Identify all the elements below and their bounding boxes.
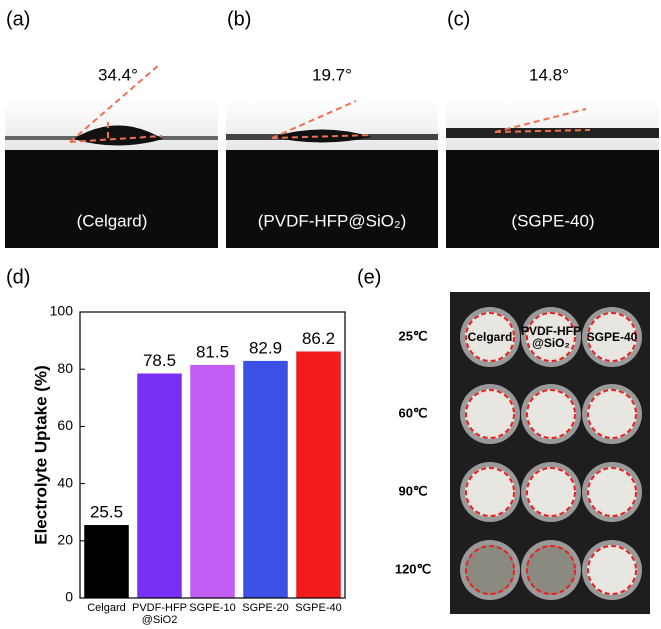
- value-label: 78.5: [143, 351, 176, 370]
- bar: [137, 373, 182, 598]
- sample-outline: [526, 312, 576, 362]
- temperature-label: 120℃: [395, 561, 431, 576]
- temperature-label: 90℃: [398, 483, 427, 498]
- sample-outline: [465, 545, 515, 595]
- y-tick-label: 100: [50, 303, 74, 319]
- x-tick-label: SGPE-20: [242, 602, 289, 614]
- film: [446, 128, 659, 138]
- membrane: [587, 467, 637, 517]
- contact-angle-image: [226, 100, 438, 248]
- sample-label: PVDF-HFP @SiO₂: [521, 324, 581, 350]
- plot-frame: [79, 311, 346, 599]
- y-tick-label: 60: [57, 417, 73, 433]
- value-label: 86.2: [302, 329, 335, 348]
- x-tick-label: SGPE-10: [189, 602, 236, 614]
- sample-label: SGPE-40: [586, 330, 638, 344]
- panel-label: (c): [447, 8, 470, 30]
- image-caption: (SGPE-40): [511, 211, 594, 230]
- contact-angle: 14.8°: [529, 65, 569, 84]
- membrane: [587, 312, 637, 362]
- temperature-label: 60℃: [398, 405, 427, 420]
- angle-lines: [69, 63, 163, 143]
- membrane: [587, 545, 637, 595]
- panel-label: (a): [6, 8, 30, 30]
- sample-outline: [587, 389, 637, 439]
- y-tick-label: 20: [57, 532, 73, 548]
- membrane: [526, 467, 576, 517]
- membrane: [526, 545, 576, 595]
- y-tick-label: 80: [57, 360, 73, 376]
- sample-outline: [526, 467, 576, 517]
- panel-label: (e): [357, 266, 381, 288]
- contact-angle: 34.4°: [98, 65, 138, 84]
- image-caption: (Celgard): [77, 211, 148, 230]
- panel-label: (b): [227, 8, 251, 30]
- temperature-label: 25℃: [398, 328, 427, 343]
- membrane: [587, 389, 637, 439]
- panel-label: (d): [6, 266, 30, 288]
- angle-lines: [494, 108, 591, 133]
- y-tick-label: 40: [57, 474, 73, 490]
- contact-angle-image: [446, 100, 659, 248]
- membrane: [526, 312, 576, 362]
- x-tick-label: PVDF-HFP @SiO2: [132, 602, 187, 626]
- y-axis-label: Electrolyte Uptake (%): [31, 365, 50, 545]
- membrane: [465, 312, 515, 362]
- membrane: [465, 545, 515, 595]
- value-label: 82.9: [249, 338, 282, 357]
- sample-outline: [587, 312, 637, 362]
- bar: [243, 360, 288, 598]
- sample-outline: [526, 545, 576, 595]
- angle-lines: [271, 100, 373, 139]
- sample-outline: [465, 467, 515, 517]
- sample-outline: [465, 312, 515, 362]
- contact-angle: 19.7°: [312, 65, 352, 84]
- sample-outline: [465, 389, 515, 439]
- sample-outline: [587, 467, 637, 517]
- sample-label: Celgard: [467, 330, 513, 344]
- bar: [84, 525, 129, 598]
- y-tick-label: 0: [65, 589, 73, 605]
- bar: [190, 364, 235, 598]
- x-tick-label: Celgard: [87, 602, 126, 614]
- photo-base: [226, 150, 438, 248]
- value-label: 25.5: [90, 503, 123, 522]
- image-caption: (PVDF-HFP@SiO₂): [258, 211, 407, 230]
- contact-angle-image: [5, 63, 218, 248]
- value-label: 81.5: [196, 342, 229, 361]
- membrane: [526, 389, 576, 439]
- sample-outline: [587, 545, 637, 595]
- bar: [296, 351, 341, 598]
- photo-base: [5, 150, 218, 248]
- membrane: [465, 467, 515, 517]
- membrane: [465, 389, 515, 439]
- sample-outline: [526, 389, 576, 439]
- x-tick-label: SGPE-40: [295, 602, 342, 614]
- photo-base: [446, 150, 659, 248]
